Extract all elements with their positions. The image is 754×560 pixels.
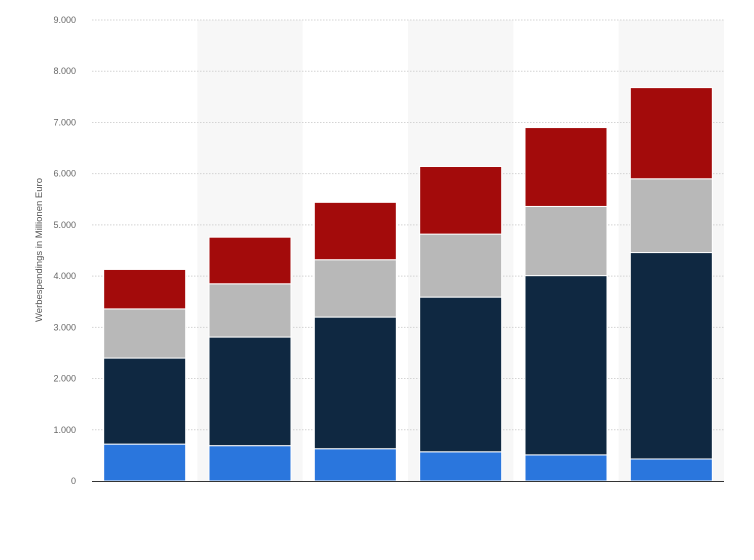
y-tick-label: 9.000 bbox=[53, 15, 76, 25]
bar-segment-series-1 bbox=[524, 454, 608, 482]
bar-segment-series-3 bbox=[103, 308, 187, 359]
bar-segment-series-1 bbox=[103, 443, 187, 482]
bar-segment-series-2 bbox=[419, 296, 503, 453]
bar-segment-series-4 bbox=[524, 127, 608, 207]
y-tick-label: 7.000 bbox=[53, 117, 76, 127]
y-tick-label: 0 bbox=[71, 476, 76, 486]
bar-segment-series-4 bbox=[208, 236, 292, 285]
bar-segment-series-4 bbox=[313, 201, 397, 261]
bar-segment-series-1 bbox=[313, 448, 397, 482]
y-tick-labels: 0 1.000 2.000 3.000 4.000 5.000 6.000 7.000 8.00… bbox=[53, 15, 76, 486]
y-tick-label: 4.000 bbox=[53, 271, 76, 281]
bar-segment-series-2 bbox=[208, 336, 292, 447]
bar-segment-series-1 bbox=[629, 458, 713, 482]
bar-segment-series-3 bbox=[313, 259, 397, 318]
gridlines bbox=[92, 19, 724, 431]
y-tick-label: 5.000 bbox=[53, 220, 76, 230]
bar-segment-series-4 bbox=[103, 268, 187, 310]
y-tick-label: 2.000 bbox=[53, 374, 76, 384]
bar-segment-series-3 bbox=[629, 178, 713, 254]
bar-segment-series-2 bbox=[313, 316, 397, 450]
bars bbox=[103, 87, 713, 482]
bar-segment-series-3 bbox=[524, 205, 608, 277]
bar-segment-series-4 bbox=[419, 165, 503, 235]
y-tick-label: 6.000 bbox=[53, 169, 76, 179]
bar-segment-series-3 bbox=[208, 283, 292, 338]
bar-segment-series-2 bbox=[103, 357, 187, 445]
y-axis-title: Werbespendings in Millionen Euro bbox=[34, 178, 45, 322]
bar-segment-series-2 bbox=[524, 275, 608, 456]
y-tick-label: 8.000 bbox=[53, 66, 76, 76]
bar-segment-series-3 bbox=[419, 233, 503, 298]
y-tick-label: 3.000 bbox=[53, 322, 76, 332]
y-tick-label: 1.000 bbox=[53, 425, 76, 435]
bar-segment-series-2 bbox=[629, 252, 713, 460]
bar-segment-series-1 bbox=[419, 451, 503, 482]
bar-segment-series-4 bbox=[629, 87, 713, 180]
bar-segment-series-1 bbox=[208, 445, 292, 482]
